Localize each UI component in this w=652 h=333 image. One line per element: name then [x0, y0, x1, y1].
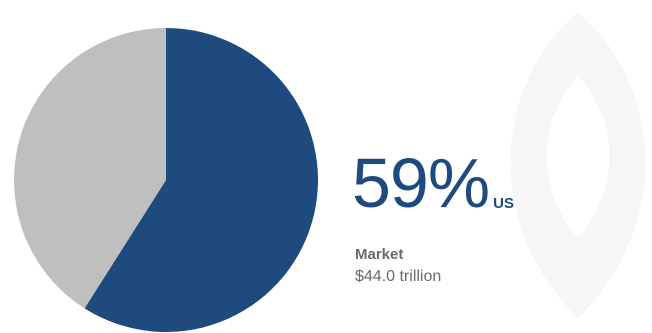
highlight-percentage: 59%	[352, 144, 490, 222]
highlight-region: US	[493, 195, 514, 212]
leaf-watermark-icon	[510, 12, 646, 318]
headline: 59% US	[352, 148, 514, 218]
pie-slice-other-1	[14, 28, 166, 309]
caption-title: Market	[355, 246, 404, 263]
pie-slices	[14, 28, 319, 332]
leaf-inner-cutout	[546, 75, 610, 238]
caption-value: $44.0 trillion	[355, 268, 442, 285]
pie-slice-us	[84, 28, 319, 332]
